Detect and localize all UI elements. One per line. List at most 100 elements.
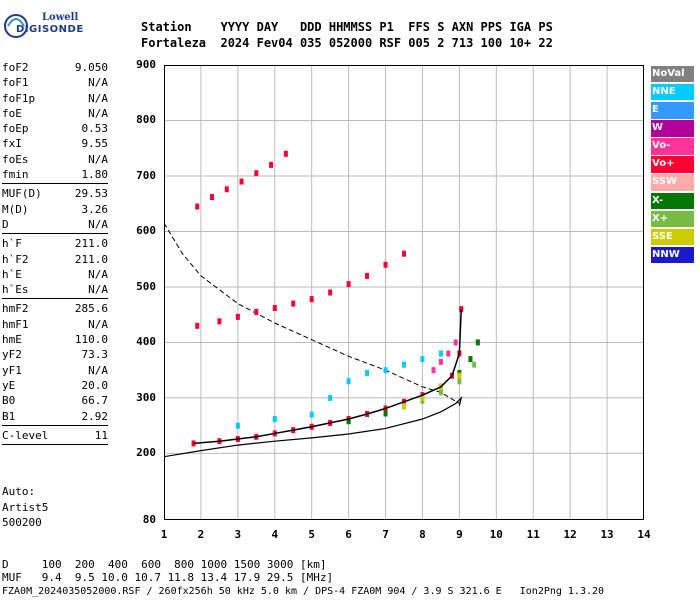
param-row: B0 66.7 bbox=[2, 393, 108, 408]
data-point bbox=[365, 272, 370, 279]
param-label: MUF(D) bbox=[2, 187, 42, 201]
param-row: B1 2.92 bbox=[2, 409, 108, 424]
data-point bbox=[210, 194, 214, 201]
data-point bbox=[224, 186, 229, 193]
x-tick-label: 7 bbox=[382, 528, 389, 541]
legend-item: SSE bbox=[651, 228, 694, 246]
data-point bbox=[346, 378, 351, 385]
data-point bbox=[457, 372, 462, 379]
data-point bbox=[438, 358, 443, 365]
ionogram-plot bbox=[164, 65, 644, 520]
param-value: 29.53 bbox=[74, 187, 108, 201]
param-row: hmF1 N/A bbox=[2, 317, 108, 332]
distance-row: D 100 200 400 600 800 1000 1500 3000 [km… bbox=[2, 558, 327, 571]
data-point bbox=[438, 350, 443, 357]
x-tick-label: 9 bbox=[456, 528, 463, 541]
param-value: N/A bbox=[88, 363, 108, 377]
data-point bbox=[195, 322, 200, 329]
param-label: hmF2 bbox=[2, 302, 29, 316]
param-value: 211.0 bbox=[74, 252, 108, 266]
data-point bbox=[309, 411, 314, 418]
data-point bbox=[453, 339, 458, 346]
legend-item: NoVal bbox=[651, 66, 694, 83]
param-label: M(D) bbox=[2, 202, 29, 216]
x-tick-label: 12 bbox=[563, 528, 577, 541]
param-row: h`E N/A bbox=[2, 267, 108, 282]
param-row: hmF2 285.6 bbox=[2, 301, 108, 316]
header-labels: Station YYYY DAY DDD HHMMSS P1 FFS S AXN… bbox=[141, 20, 553, 34]
x-tick-label: 8 bbox=[419, 528, 426, 541]
data-point bbox=[195, 203, 200, 210]
data-point bbox=[239, 178, 244, 185]
legend-item: Vo+ bbox=[651, 156, 694, 173]
param-label: foEs bbox=[2, 152, 29, 166]
param-row: yE 20.0 bbox=[2, 378, 108, 393]
x-tick-label: 10 bbox=[489, 528, 503, 541]
param-value: 9.55 bbox=[81, 137, 109, 151]
param-row: fmin 1.80 bbox=[2, 167, 108, 182]
data-point bbox=[457, 378, 462, 385]
x-tick-label: 5 bbox=[308, 528, 315, 541]
y-tick-label: 900 bbox=[136, 58, 156, 71]
data-point bbox=[272, 416, 277, 423]
auto-artist: Artist5 bbox=[2, 500, 49, 514]
param-row: yF2 73.3 bbox=[2, 347, 108, 362]
auto-label: Auto: bbox=[2, 485, 36, 498]
scaled-parameters-panel: foF2 9.050 foF1 N/A foF1p N/A foE N/A foEp 0.53 fx… bbox=[2, 60, 108, 447]
param-value: 0.53 bbox=[81, 122, 109, 136]
data-point bbox=[328, 394, 333, 401]
param-label: fmin bbox=[2, 168, 29, 182]
x-tick-label: 14 bbox=[637, 528, 651, 541]
x-tick-label: 3 bbox=[234, 528, 242, 541]
param-label: C-level bbox=[2, 428, 49, 442]
param-value: N/A bbox=[88, 106, 108, 120]
data-point bbox=[269, 161, 274, 168]
data-point bbox=[383, 261, 388, 268]
param-value: 9.050 bbox=[74, 61, 108, 74]
polarization-legend: NoVal NNE E W Vo- Vo+ SSW X- X+ SSE NNW bbox=[651, 66, 694, 265]
param-label: h`E bbox=[2, 267, 22, 281]
param-value: N/A bbox=[88, 283, 108, 297]
param-row: MUF(D) 29.53 bbox=[2, 186, 108, 201]
param-value: 1.80 bbox=[81, 168, 109, 182]
param-row: hmE 110.0 bbox=[2, 332, 108, 347]
param-row: fxI 9.55 bbox=[2, 136, 108, 151]
data-point bbox=[346, 418, 351, 425]
autoscaling-info: Auto: Artist5 500200 bbox=[2, 484, 48, 531]
legend-item: X+ bbox=[651, 210, 694, 228]
param-row: h`Es N/A bbox=[2, 282, 108, 297]
data-point bbox=[235, 422, 240, 429]
data-point bbox=[402, 361, 406, 368]
legend-item: SSW bbox=[651, 174, 694, 191]
dashed-curve bbox=[164, 222, 460, 404]
legend-item: NNW bbox=[651, 246, 694, 264]
header-values: Fortaleza 2024 Fev04 035 052000 RSF 005 … bbox=[141, 36, 553, 50]
muf-row: MUF 9.4 9.5 10.0 10.7 11.8 13.4 17.9 29.… bbox=[2, 571, 334, 584]
data-point bbox=[420, 356, 425, 363]
x-tick-label: 11 bbox=[526, 528, 540, 541]
data-point bbox=[402, 403, 406, 410]
param-row: foF2 9.050 bbox=[2, 60, 108, 75]
param-label: yF2 bbox=[2, 348, 22, 362]
data-point bbox=[431, 367, 436, 374]
param-row: foF1p N/A bbox=[2, 91, 108, 106]
x-tick-label: 2 bbox=[197, 528, 205, 541]
legend-item: Vo- bbox=[651, 138, 694, 155]
param-label: h`Es bbox=[2, 283, 29, 297]
legend-item: X- bbox=[651, 192, 694, 209]
param-value: 66.7 bbox=[81, 394, 109, 408]
param-row: C-level 11 bbox=[2, 428, 108, 443]
data-point bbox=[283, 150, 288, 157]
y-tick-label: 700 bbox=[136, 168, 156, 182]
data-point bbox=[438, 389, 443, 396]
param-value: N/A bbox=[88, 91, 108, 105]
logo-text-digisonde: DIGISONDE bbox=[16, 24, 84, 35]
y-tick-label: 80 bbox=[142, 513, 156, 526]
data-point bbox=[365, 369, 370, 376]
param-value: N/A bbox=[88, 317, 108, 331]
param-value: 3.26 bbox=[81, 202, 109, 216]
x-tick-label: 6 bbox=[345, 528, 352, 541]
data-point bbox=[254, 170, 259, 177]
param-label: fxI bbox=[2, 137, 22, 151]
param-row: h`F2 211.0 bbox=[2, 252, 108, 267]
